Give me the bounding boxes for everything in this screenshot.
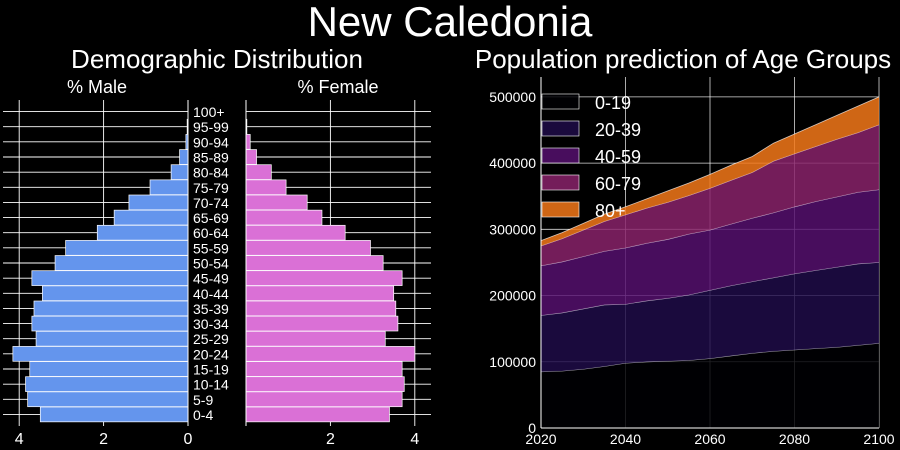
- female-bar: [245, 194, 308, 211]
- age-group-label: 95-99: [193, 119, 229, 135]
- female-bar: [245, 346, 416, 362]
- age-group-label: 90-94: [193, 134, 229, 150]
- female-x-tick-label: 4: [410, 431, 419, 448]
- right-chart-title: Population prediction of Age Groups: [474, 44, 892, 74]
- age-group-label: 30-34: [193, 316, 229, 332]
- legend-label: 0-19: [595, 93, 631, 113]
- area-x-tick-label: 2080: [779, 431, 810, 447]
- male-bar: [39, 406, 189, 423]
- age-group-label: 45-49: [193, 271, 229, 287]
- female-bar: [245, 376, 405, 392]
- age-group-label: 15-19: [193, 362, 229, 378]
- age-group-label: 20-24: [193, 346, 229, 362]
- legend-swatch-40-59: [541, 147, 580, 164]
- area-x-tick-label: 2020: [525, 431, 556, 447]
- area-series-40-59: [541, 189, 879, 316]
- legend-label: 20-39: [595, 120, 641, 140]
- age-group-label: 5-9: [193, 392, 213, 408]
- legend-swatch-80+: [541, 201, 580, 218]
- female-bar: [245, 209, 323, 226]
- legend-label: 40-59: [595, 147, 641, 167]
- male-bar: [29, 361, 189, 377]
- area-y-tick-label: 300000: [489, 221, 536, 237]
- female-bar: [245, 315, 399, 332]
- male-bar: [12, 346, 189, 362]
- male-x-tick-label: 2: [99, 431, 108, 448]
- age-group-label: 10-14: [193, 377, 229, 393]
- male-bar: [35, 330, 189, 347]
- age-group-label: 65-69: [193, 210, 229, 226]
- area-series-20-39: [541, 262, 879, 372]
- age-group-label: 85-89: [193, 150, 229, 166]
- area-x-tick-label: 2060: [694, 431, 725, 447]
- legend-label: 80+: [595, 201, 626, 221]
- female-bar: [245, 224, 346, 241]
- female-bar: [245, 300, 397, 317]
- female-bar: [245, 330, 386, 347]
- male-bar: [27, 391, 189, 408]
- area-y-tick-label: 200000: [489, 288, 536, 304]
- male-bar: [113, 209, 189, 226]
- male-axis-label: % Male: [67, 77, 127, 97]
- area-x-tick-label: 2040: [610, 431, 641, 447]
- female-bar: [245, 255, 384, 271]
- female-bar: [245, 285, 395, 302]
- female-bar: [245, 270, 403, 286]
- male-x-tick-label: 4: [15, 431, 24, 448]
- male-bar: [128, 194, 189, 211]
- male-bar: [96, 224, 189, 241]
- female-x-tick-label: 2: [326, 431, 335, 448]
- age-group-label: 70-74: [193, 195, 229, 211]
- male-x-tick-label: 0: [184, 431, 193, 448]
- age-group-label: 50-54: [193, 256, 229, 272]
- legend-swatch-20-39: [541, 120, 580, 137]
- area-series-60-79: [541, 124, 879, 266]
- male-bar: [31, 315, 189, 332]
- age-group-label: 0-4: [193, 407, 213, 423]
- age-group-label: 75-79: [193, 180, 229, 196]
- female-bar: [245, 134, 251, 150]
- age-group-label: 80-84: [193, 165, 229, 181]
- age-group-label: 40-44: [193, 286, 229, 302]
- left-chart-title: Demographic Distribution: [71, 44, 363, 74]
- age-group-label: 100+: [193, 104, 225, 120]
- area-y-tick-label: 400000: [489, 155, 536, 171]
- male-bar: [54, 255, 189, 271]
- area-y-tick-label: 100000: [489, 354, 536, 370]
- female-bar: [245, 391, 403, 408]
- legend-swatch-0-19: [541, 93, 580, 110]
- female-bar: [245, 406, 390, 423]
- male-bar: [149, 179, 189, 196]
- age-group-label: 25-29: [193, 331, 229, 347]
- legend-swatch-60-79: [541, 174, 580, 191]
- female-bar: [245, 361, 403, 377]
- area-series-0-19: [541, 343, 879, 428]
- area-x-tick-label: 2100: [863, 431, 894, 447]
- area-y-tick-label: 500000: [489, 89, 536, 105]
- page-title: New Caledonia: [307, 0, 593, 45]
- age-group-label: 55-59: [193, 240, 229, 256]
- male-bar: [42, 285, 189, 302]
- male-bar: [170, 164, 189, 180]
- legend-label: 60-79: [595, 174, 641, 194]
- male-bar: [179, 149, 189, 165]
- age-group-label: 35-39: [193, 301, 229, 317]
- female-bar: [245, 179, 287, 196]
- female-bar: [245, 164, 272, 180]
- female-axis-label: % Female: [297, 77, 378, 97]
- male-bar: [65, 240, 189, 256]
- area-y-tick-label: 0: [528, 420, 536, 436]
- female-bar: [245, 149, 257, 165]
- area-series-edge: [540, 96, 880, 241]
- female-bar: [245, 240, 371, 256]
- age-group-label: 60-64: [193, 225, 229, 241]
- male-bar: [33, 300, 189, 317]
- male-bar: [31, 270, 189, 286]
- male-bar: [25, 376, 189, 392]
